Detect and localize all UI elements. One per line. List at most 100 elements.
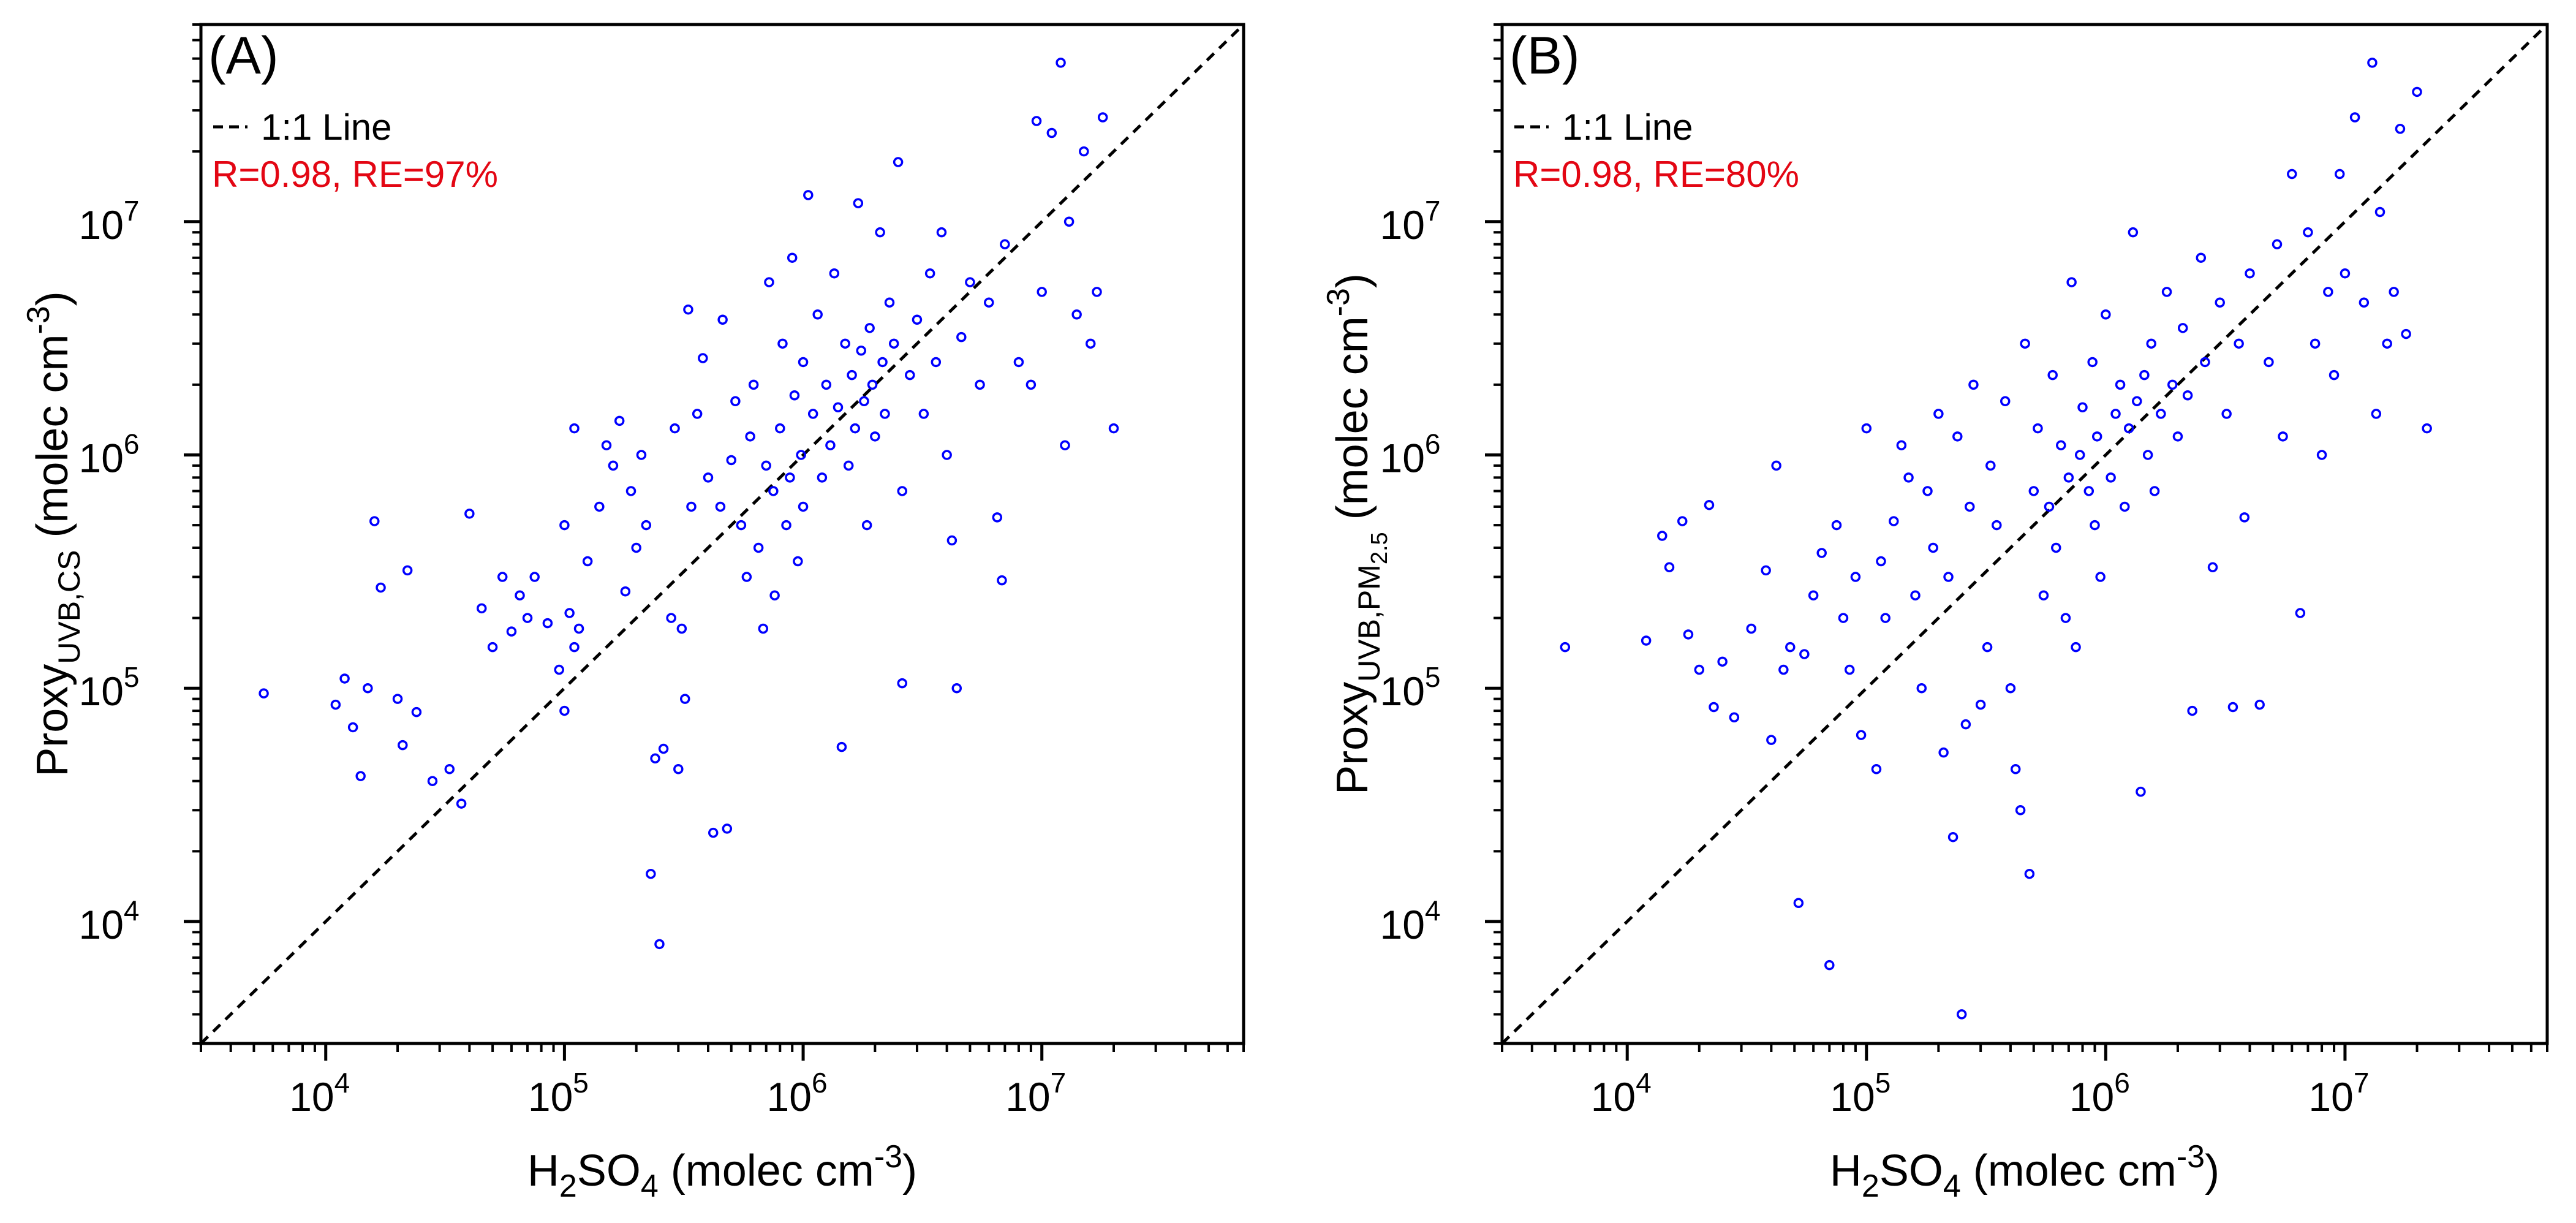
data-point [411, 706, 422, 718]
data-point [477, 603, 487, 614]
data-point [515, 590, 525, 600]
data-point [847, 369, 857, 381]
y-tick-label: 106 [1380, 428, 1440, 480]
data-point [601, 440, 612, 450]
data-point [975, 379, 985, 390]
data-point [2091, 431, 2102, 442]
y-tick-label: 107 [1380, 195, 1440, 248]
data-point [984, 297, 994, 308]
data-point [2295, 608, 2306, 618]
data-point [2177, 323, 2188, 333]
data-point [2028, 486, 2039, 496]
data-point [717, 314, 728, 325]
data-point [1037, 287, 1047, 297]
data-point [1880, 613, 1890, 623]
data-point [2024, 868, 2035, 879]
data-point [1933, 409, 1944, 419]
data-point [951, 683, 962, 694]
data-point [803, 190, 814, 200]
data-point [658, 743, 669, 754]
data-point [456, 798, 467, 809]
data-point [796, 450, 806, 460]
data-point [529, 572, 540, 582]
data-point [1956, 1009, 1967, 1020]
data-point [888, 338, 899, 349]
y-tick-label: 106 [78, 428, 139, 480]
data-point [2310, 338, 2321, 349]
data-point [853, 198, 864, 208]
data-point [559, 705, 570, 716]
data-point [487, 642, 498, 653]
data-point [2146, 338, 2156, 349]
data-point [330, 699, 341, 710]
data-point [777, 338, 788, 349]
data-point [2071, 642, 2081, 653]
data-point [798, 357, 809, 368]
data-point [683, 304, 693, 315]
data-point [2340, 268, 2351, 279]
data-point [2077, 402, 2088, 413]
x-tick-label: 106 [2069, 1067, 2130, 1119]
data-point [1861, 423, 1872, 434]
data-point [936, 227, 947, 238]
data-point [1876, 556, 1886, 567]
data-point [2038, 590, 2049, 600]
data-point [1560, 642, 1571, 653]
data-point [2161, 287, 2172, 297]
data-point [1085, 338, 1096, 349]
data-point [836, 741, 847, 752]
data-point [559, 520, 570, 531]
data-point [1778, 664, 1789, 675]
data-point [741, 572, 752, 582]
y-tick-label: 104 [1380, 895, 1440, 947]
data-point [594, 501, 605, 512]
stats-annotation: R=0.98, RE=97% [212, 154, 498, 195]
x-axis-label: H2SO4 (molec cm-3) [527, 1139, 917, 1204]
data-point [506, 626, 517, 637]
data-point [1694, 664, 1705, 675]
data-point [1965, 501, 1975, 512]
panel-a: 104 105 106 107 104 105 106 107 (A) 1:1 Line R=0.9… [21, 23, 1245, 1204]
data-point [864, 323, 875, 333]
data-point [1856, 730, 1867, 740]
data-point [775, 423, 785, 434]
data-point [897, 678, 907, 689]
data-point [2106, 472, 2116, 483]
data-point [2056, 440, 2066, 450]
data-point [2132, 396, 2142, 406]
data-point [764, 277, 774, 287]
data-point [2412, 86, 2422, 97]
data-point [427, 776, 438, 786]
data-point [673, 763, 684, 774]
data-point [2015, 805, 2026, 816]
data-point [931, 357, 942, 368]
data-point [376, 582, 386, 593]
data-point [464, 509, 475, 519]
data-point [2207, 562, 2218, 573]
data-point [2422, 423, 2432, 434]
data-point [2187, 705, 2197, 716]
data-point [912, 314, 923, 325]
data-point [703, 472, 714, 483]
data-point [698, 353, 708, 363]
data-point [1938, 747, 1949, 758]
data-point [2128, 227, 2139, 238]
data-point [1985, 460, 1996, 471]
data-point [2005, 683, 2016, 694]
data-point [625, 486, 636, 496]
data-point [1664, 562, 1675, 573]
data-point [1641, 635, 1652, 646]
data-point [369, 516, 380, 526]
data-point [2047, 369, 2058, 381]
data-point [554, 664, 564, 675]
data-point [522, 613, 533, 623]
data-point [867, 379, 878, 390]
data-point [1903, 472, 1914, 483]
data-point [1031, 116, 1042, 126]
data-point [2303, 227, 2313, 238]
data-point [722, 824, 733, 834]
data-point [2316, 450, 2327, 460]
data-point [2334, 168, 2345, 180]
y-axis-label: ProxyUVB,CS (molec cm-3) [21, 291, 86, 776]
x-tick-label: 104 [1591, 1067, 1652, 1119]
